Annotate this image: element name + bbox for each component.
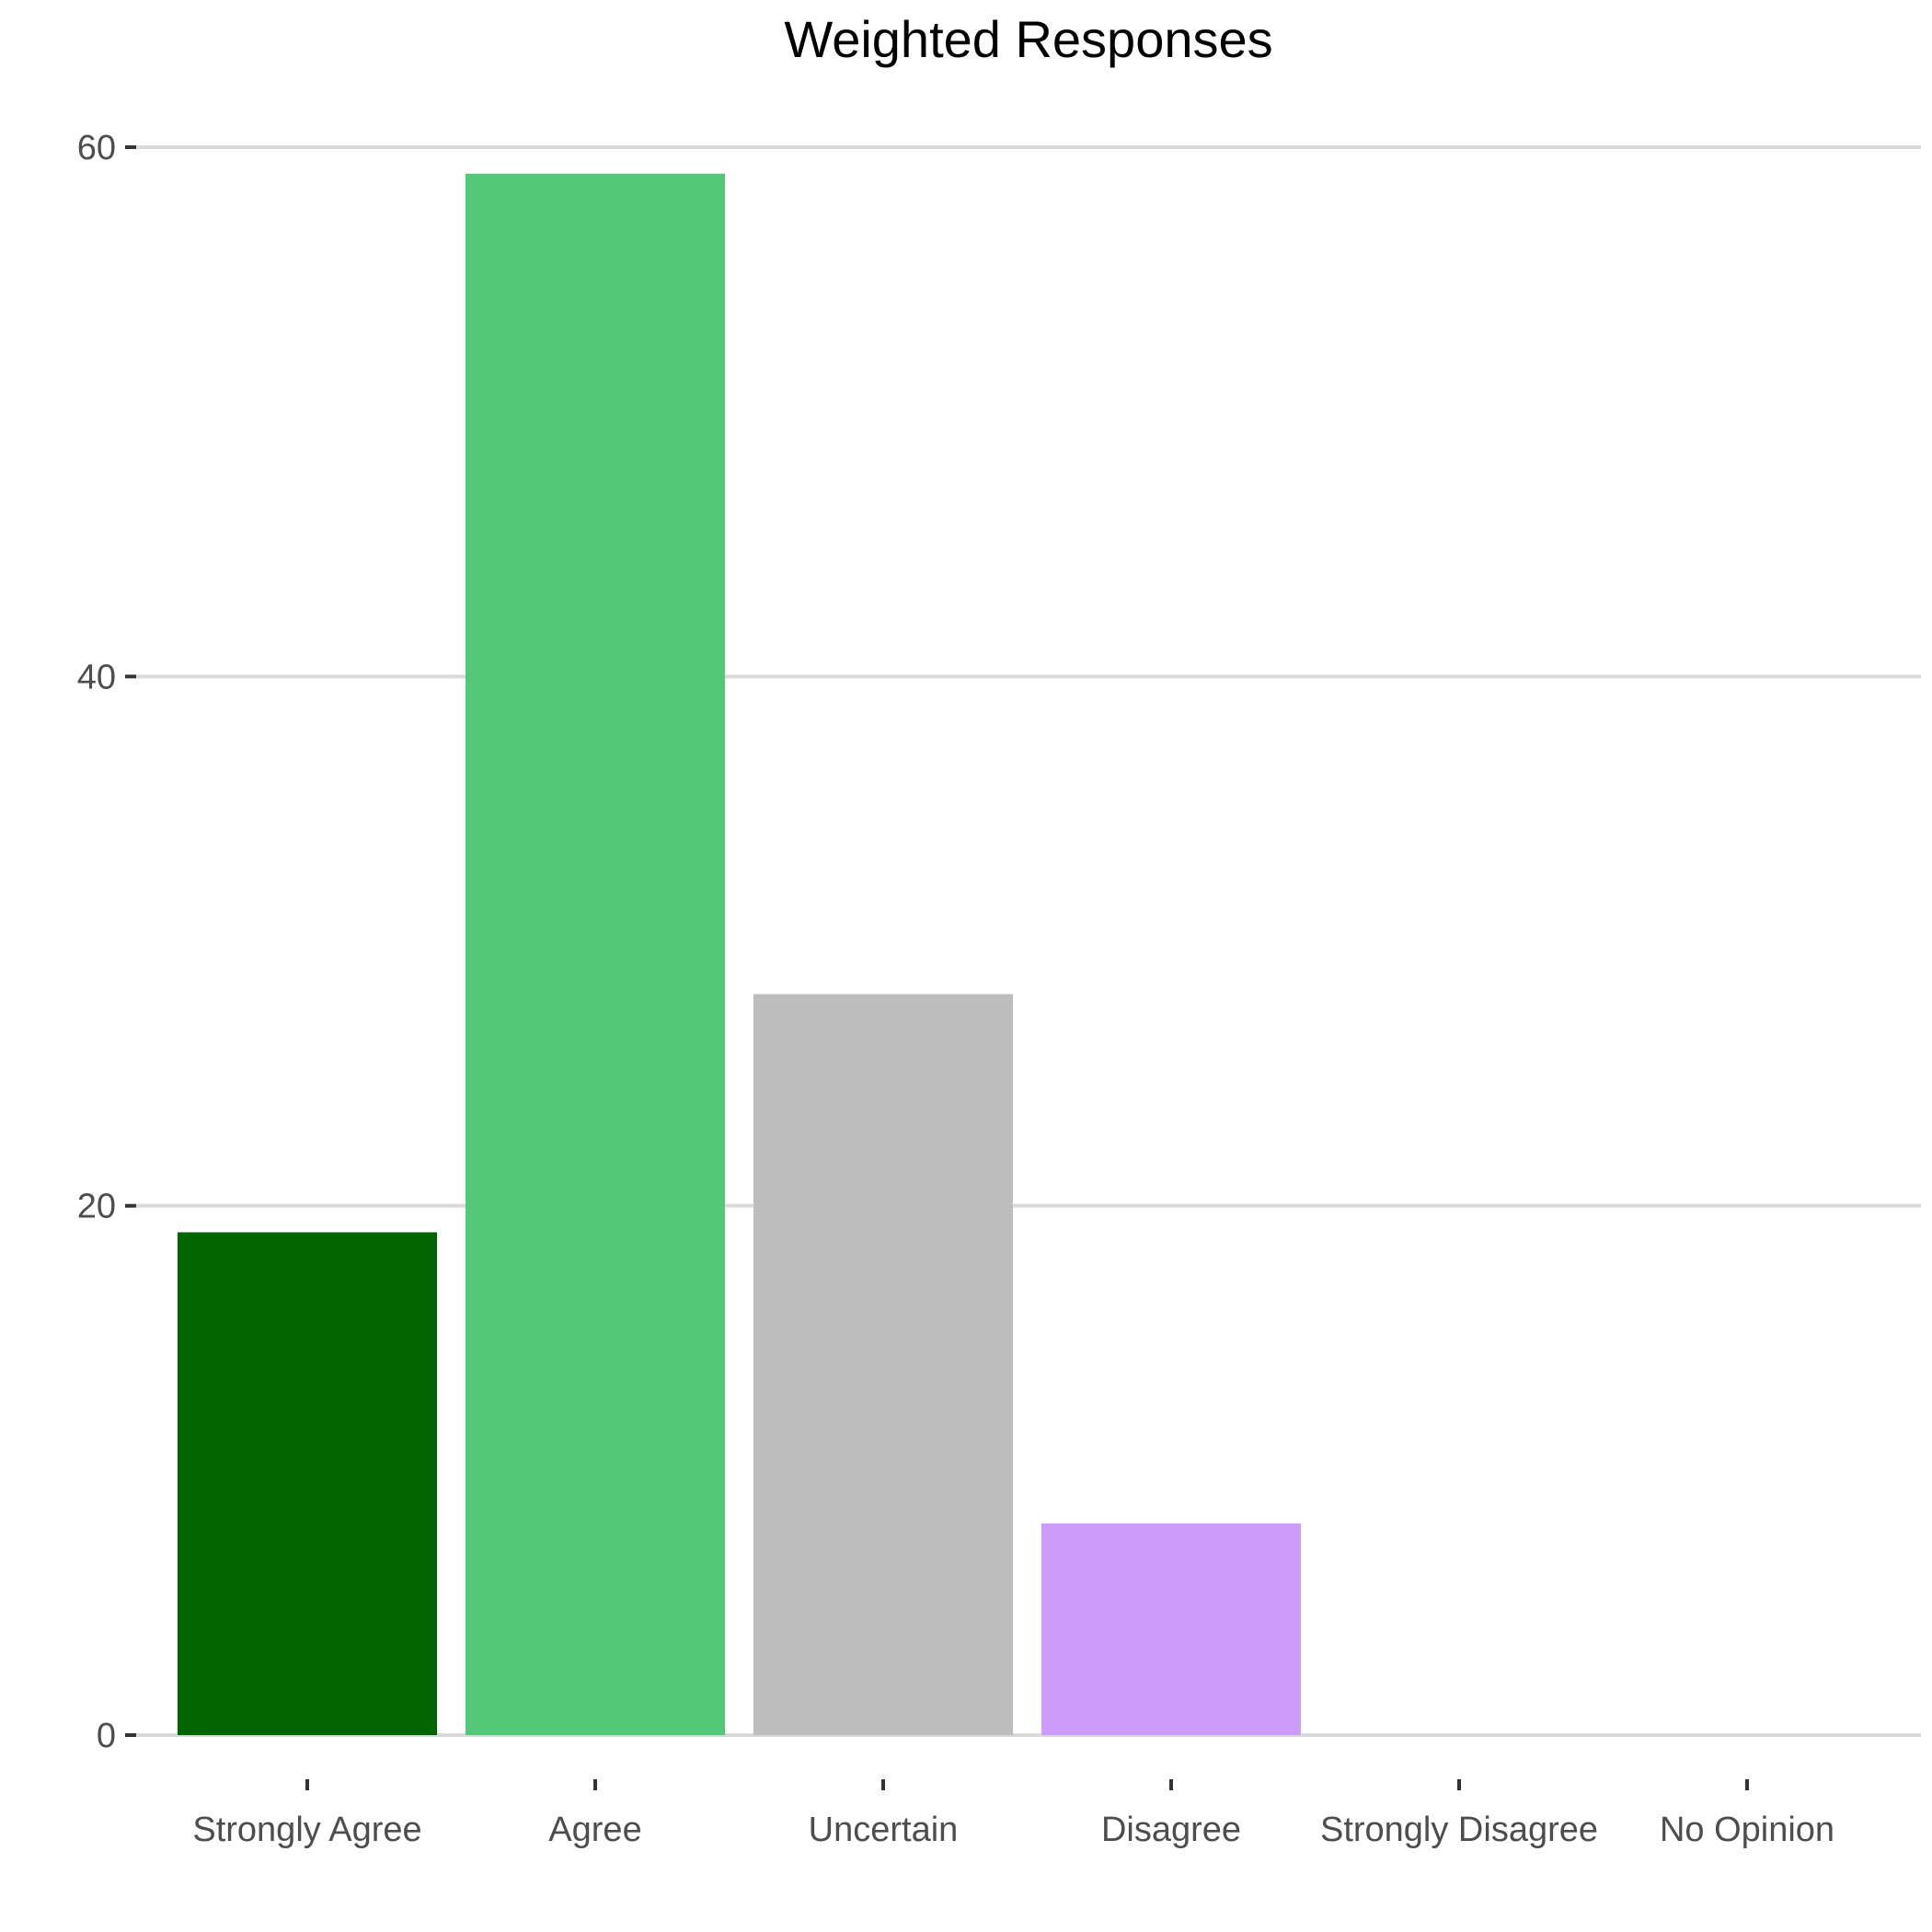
bars: [178, 173, 1301, 1736]
y-tick-label: 40: [77, 658, 116, 696]
y-axis: 0 20 40 60: [77, 129, 136, 1755]
bar-uncertain: [753, 994, 1013, 1735]
x-tick-label: Disagree: [1101, 1811, 1241, 1849]
bar-disagree: [1041, 1523, 1301, 1735]
bar-agree: [466, 173, 725, 1736]
y-tick-label: 0: [97, 1717, 116, 1755]
y-tick-label: 20: [77, 1188, 116, 1226]
x-tick-label: No Opinion: [1660, 1811, 1834, 1849]
gridlines: [136, 145, 1921, 1737]
chart-title: Weighted Responses: [784, 10, 1272, 68]
x-tick-label: Agree: [548, 1811, 641, 1849]
x-axis: Strongly Agree Agree Uncertain Disagree Stro…: [192, 1779, 1834, 1849]
y-tick-label: 60: [77, 129, 116, 167]
x-tick-label: Uncertain: [809, 1811, 959, 1849]
x-tick-label: Strongly Agree: [192, 1811, 421, 1849]
bar-strongly-agree: [178, 1232, 437, 1735]
x-tick-label: Strongly Disagree: [1320, 1811, 1598, 1849]
